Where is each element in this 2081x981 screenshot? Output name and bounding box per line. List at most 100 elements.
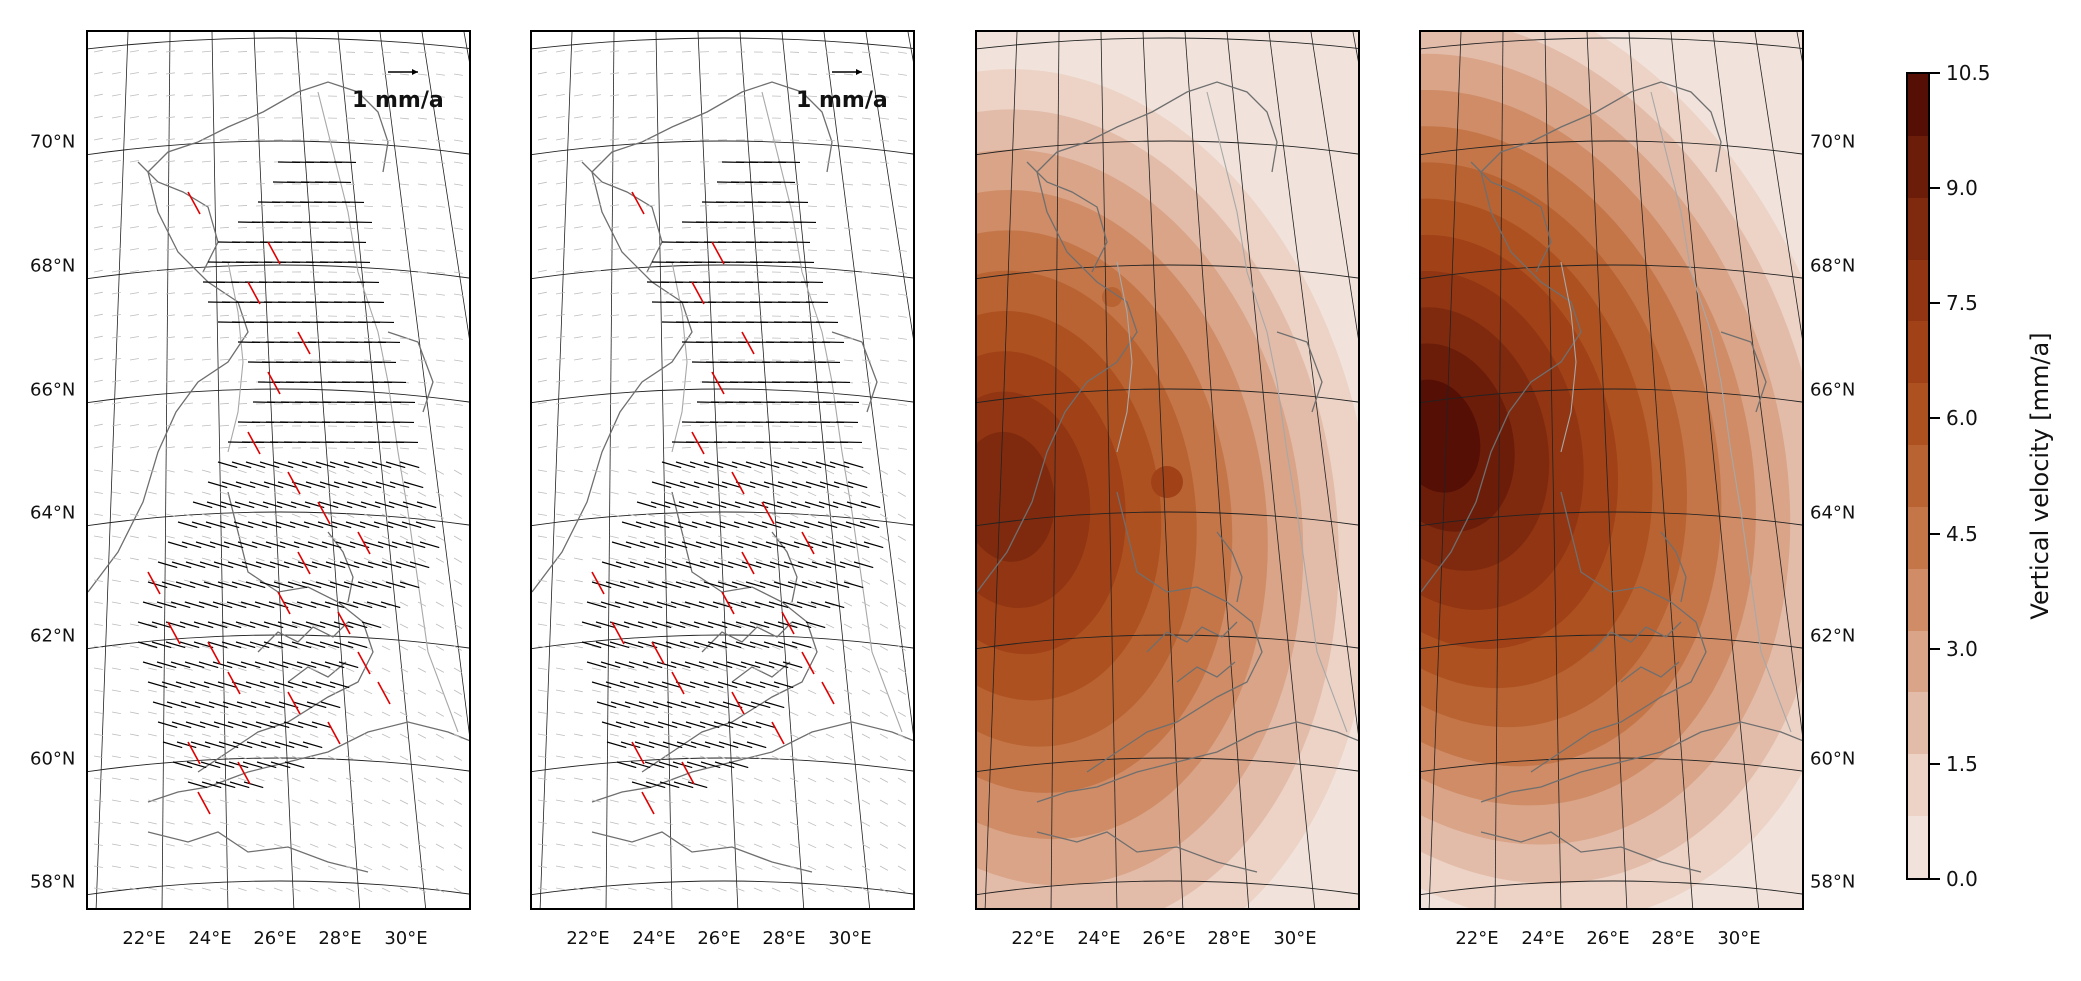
- background-vector: [417, 161, 427, 164]
- meridian-line: [337, 32, 427, 908]
- background-vector: [591, 204, 601, 207]
- background-vector: [645, 557, 655, 561]
- background-vector: [681, 183, 692, 185]
- background-vector: [219, 821, 229, 825]
- background-vector: [291, 799, 301, 804]
- background-vector: [573, 513, 583, 517]
- background-vector: [645, 601, 655, 605]
- model-vector: [843, 581, 864, 589]
- background-vector: [591, 270, 601, 273]
- model-vector: [714, 761, 735, 769]
- background-vector: [717, 821, 727, 826]
- background-vector: [663, 138, 674, 141]
- background-vector: [609, 821, 619, 825]
- parallel-line: [532, 634, 913, 650]
- background-vector: [417, 689, 427, 695]
- background-vector: [897, 865, 906, 871]
- background-vector: [753, 865, 763, 870]
- background-vector: [555, 513, 565, 517]
- background-vector: [345, 513, 355, 519]
- background-vector: [399, 447, 409, 450]
- background-vector: [111, 335, 121, 339]
- background-vector: [165, 733, 175, 737]
- background-vector: [897, 843, 906, 849]
- background-vector: [165, 887, 175, 891]
- model-vector: [631, 781, 652, 789]
- background-vector: [417, 601, 427, 607]
- background-vector: [609, 138, 619, 141]
- model-vector: [657, 561, 678, 569]
- background-vector: [435, 645, 445, 651]
- background-vector: [609, 755, 619, 759]
- model-vector: [811, 561, 832, 569]
- background-vector: [93, 379, 103, 383]
- background-vector: [825, 293, 836, 296]
- background-vector: [399, 271, 409, 274]
- model-vector: [278, 701, 299, 709]
- background-vector: [573, 887, 583, 891]
- background-vector: [645, 138, 655, 141]
- background-vector: [573, 226, 583, 229]
- model-vector: [653, 541, 674, 549]
- background-vector: [771, 557, 781, 562]
- background-vector: [537, 689, 547, 692]
- background-vector: [807, 337, 818, 339]
- background-vector: [699, 843, 709, 848]
- background-vector: [363, 843, 373, 849]
- background-vector: [363, 799, 373, 805]
- model-vector: [745, 461, 766, 469]
- model-vector: [319, 621, 340, 629]
- background-vector: [453, 51, 463, 54]
- parallel-line: [977, 757, 1358, 773]
- model-vector: [665, 641, 686, 649]
- background-vector: [237, 337, 248, 339]
- background-vector: [291, 557, 301, 562]
- coastline-path: [1421, 81, 1722, 593]
- model-vector: [648, 741, 669, 749]
- parallel-line: [977, 511, 1358, 527]
- background-vector: [573, 469, 583, 473]
- model-vector: [245, 681, 266, 689]
- background-vector: [129, 777, 139, 781]
- background-vector: [537, 379, 547, 383]
- background-vector: [771, 799, 781, 804]
- model-vector: [170, 601, 191, 609]
- background-vector: [897, 799, 906, 805]
- background-vector: [129, 380, 139, 383]
- background-vector: [843, 95, 853, 98]
- model-vector: [292, 701, 313, 709]
- model-vector: [297, 561, 318, 569]
- background-vector: [129, 94, 139, 97]
- background-vector: [201, 777, 211, 781]
- background-vector: [843, 205, 853, 208]
- background-vector: [771, 755, 781, 760]
- background-vector: [219, 226, 230, 229]
- background-vector: [201, 667, 211, 671]
- model-vector: [247, 521, 268, 529]
- model-vector: [310, 601, 331, 609]
- model-vector: [775, 521, 796, 529]
- meridian-line: [1670, 32, 1760, 908]
- background-vector: [363, 513, 373, 519]
- background-vector: [663, 491, 673, 495]
- background-vector: [111, 799, 121, 803]
- background-vector: [93, 357, 103, 361]
- background-vector: [363, 601, 373, 607]
- background-vector: [771, 491, 781, 496]
- background-vector: [555, 225, 565, 229]
- background-vector: [897, 51, 907, 54]
- background-vector: [897, 491, 906, 497]
- background-vector: [417, 469, 427, 475]
- observed-vector: [711, 241, 725, 265]
- background-vector: [879, 865, 889, 871]
- background-vector: [555, 755, 565, 759]
- background-vector: [573, 535, 583, 539]
- background-vector: [609, 314, 619, 317]
- background-vector: [681, 271, 692, 273]
- model-vector: [692, 501, 713, 509]
- model-vector: [290, 501, 311, 509]
- background-vector: [273, 689, 283, 694]
- model-vector: [636, 501, 657, 509]
- model-vector: [763, 481, 784, 489]
- background-vector: [363, 249, 374, 251]
